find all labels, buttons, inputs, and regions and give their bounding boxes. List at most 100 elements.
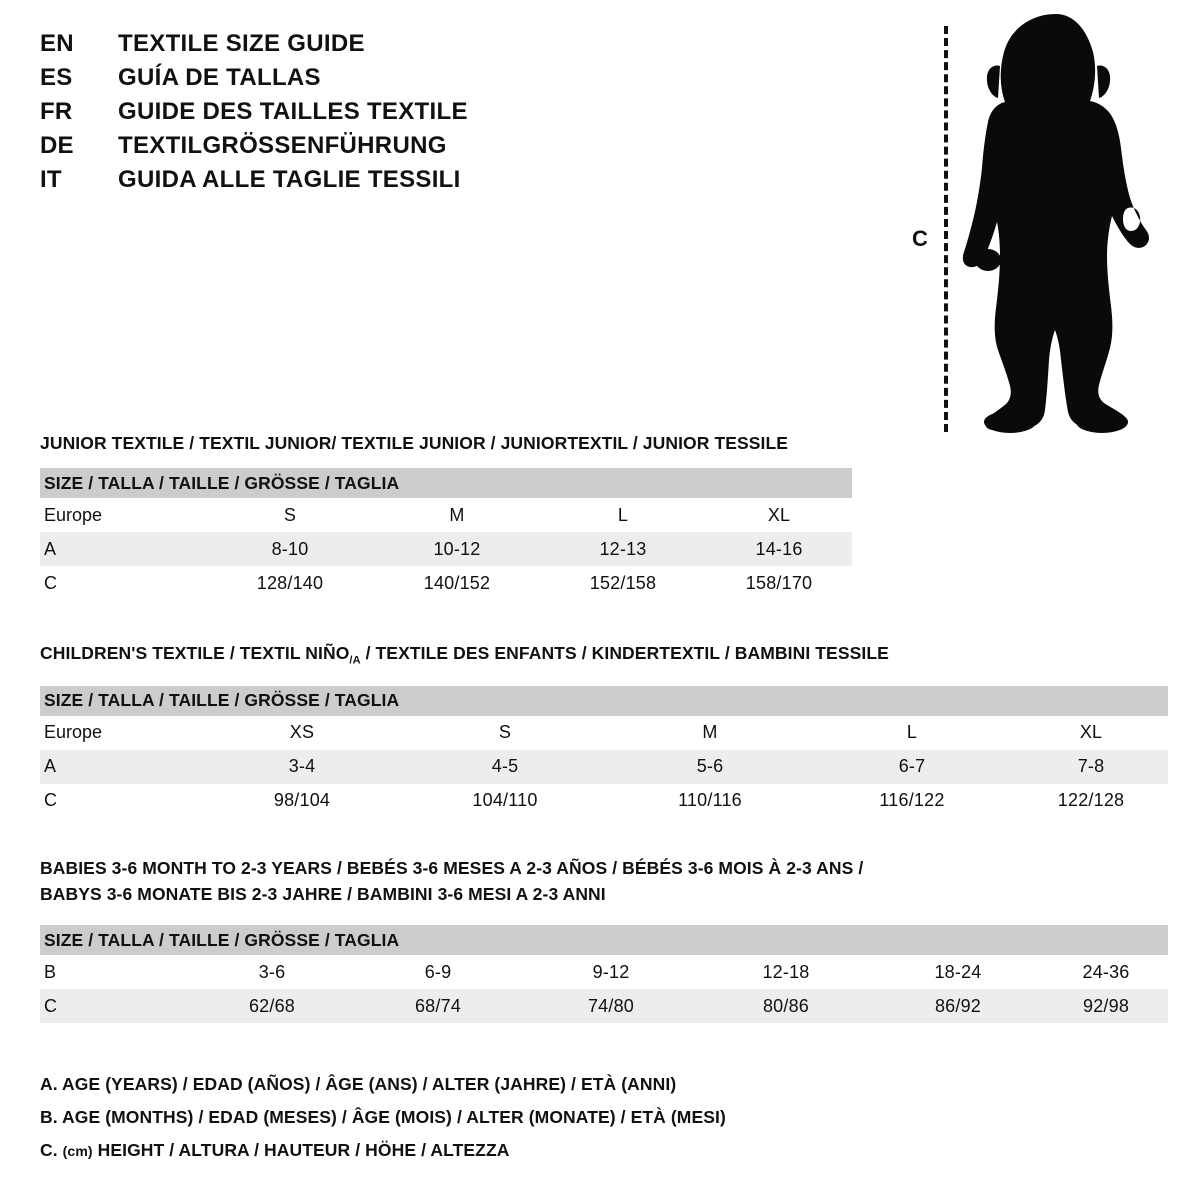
- language-code-it: IT: [40, 166, 62, 193]
- legend-line-c: C. (cm) HEIGHT / ALTURA / HAUTEUR / HÖHE…: [40, 1134, 726, 1168]
- babies-height-3: 74/80: [587, 995, 635, 1016]
- junior-band-label: SIZE / TALLA / TAILLE / GRÖSSE / TAGLIA: [40, 468, 853, 498]
- babies-months-1: 3-6: [258, 961, 286, 982]
- children-age-xl: 7-8: [1077, 756, 1105, 776]
- children-size-m: M: [702, 722, 718, 742]
- babies-row-label-c: C: [44, 995, 57, 1016]
- section-title-junior: JUNIOR TEXTILE / TEXTIL JUNIOR/ TEXTILE …: [40, 433, 789, 453]
- language-code-de: DE: [40, 132, 74, 159]
- children-age-m: 5-6: [696, 756, 724, 776]
- children-age-l: 6-7: [898, 756, 926, 776]
- babies-months-3: 9-12: [592, 961, 630, 982]
- junior-height-s: 128/140: [256, 572, 324, 593]
- section-babies-textile: BABIES 3-6 MONTH TO 2-3 YEARS / BEBÉS 3-…: [40, 855, 1169, 1023]
- measurement-label-c: C: [912, 226, 928, 251]
- height-measurement-figure: C: [900, 8, 1160, 438]
- table-row: A 3-4 4-5 5-6 6-7 7-8: [40, 749, 1169, 784]
- children-row-label-a: A: [44, 756, 57, 776]
- language-row-es: ES GUÍA DE TALLAS: [40, 64, 600, 98]
- language-title-en: TEXTILE SIZE GUIDE: [118, 30, 365, 57]
- legend-line-c-prefix: C.: [40, 1140, 58, 1160]
- table-row: Europe XS S M L XL: [40, 715, 1169, 750]
- children-band-label: SIZE / TALLA / TAILLE / GRÖSSE / TAGLIA: [40, 685, 1169, 716]
- babies-band-label: SIZE / TALLA / TAILLE / GRÖSSE / TAGLIA: [40, 925, 1169, 955]
- table-row: C 98/104 104/110 110/116 116/122 122/128: [40, 783, 1169, 818]
- children-size-xs: XS: [289, 722, 315, 742]
- children-height-s: 104/110: [472, 790, 538, 810]
- children-age-xs: 3-4: [288, 756, 316, 776]
- children-size-table: SIZE / TALLA / TAILLE / GRÖSSE / TAGLIA …: [40, 685, 1169, 818]
- junior-size-table: SIZE / TALLA / TAILLE / GRÖSSE / TAGLIA …: [40, 468, 853, 600]
- language-row-de: DE TEXTILGRÖSSENFÜHRUNG: [40, 132, 600, 166]
- junior-height-m: 140/152: [423, 572, 491, 593]
- language-code-fr: FR: [40, 98, 73, 125]
- legend-line-b: B. AGE (MONTHS) / EDAD (MESES) / ÂGE (MO…: [40, 1107, 726, 1127]
- section-title-children-after: / TEXTILE DES ENFANTS / KINDERTEXTIL / B…: [360, 643, 889, 663]
- height-dashed-line: [944, 26, 948, 432]
- section-title-babies-line1: BABIES 3-6 MONTH TO 2-3 YEARS / BEBÉS 3-…: [40, 858, 864, 878]
- language-title-es: GUÍA DE TALLAS: [118, 64, 321, 91]
- legend-line-c-rest: HEIGHT / ALTURA / HAUTEUR / HÖHE / ALTEZ…: [97, 1140, 510, 1160]
- babies-height-4: 80/86: [762, 995, 810, 1016]
- babies-table-band-row: SIZE / TALLA / TAILLE / GRÖSSE / TAGLIA: [40, 925, 1169, 955]
- children-height-m: 110/116: [678, 790, 742, 810]
- section-title-babies-line2: BABYS 3-6 MONATE BIS 2-3 JAHRE / BAMBINI…: [40, 884, 606, 904]
- legend-line-a: A. AGE (YEARS) / EDAD (AÑOS) / ÂGE (ANS)…: [40, 1074, 677, 1094]
- language-code-en: EN: [40, 30, 74, 57]
- junior-age-xl: 14-16: [755, 538, 803, 559]
- babies-months-4: 12-18: [762, 961, 810, 982]
- section-title-children-sub: /A: [349, 654, 361, 667]
- junior-row-label-europe: Europe: [44, 504, 103, 525]
- junior-size-xl: XL: [767, 504, 791, 525]
- language-row-fr: FR GUIDE DES TAILLES TEXTILE: [40, 98, 600, 132]
- junior-size-m: M: [449, 504, 465, 525]
- section-title-children-before: CHILDREN'S TEXTILE / TEXTIL NIÑO: [40, 643, 350, 663]
- babies-months-6: 24-36: [1082, 961, 1130, 982]
- babies-height-1: 62/68: [248, 995, 296, 1016]
- junior-size-l: L: [617, 504, 629, 525]
- section-childrens-textile: CHILDREN'S TEXTILE / TEXTIL NIÑO/A / TEX…: [40, 640, 1169, 818]
- junior-table-band-row: SIZE / TALLA / TAILLE / GRÖSSE / TAGLIA: [40, 468, 853, 498]
- babies-row-label-b: B: [44, 961, 57, 982]
- language-title-fr: GUIDE DES TAILLES TEXTILE: [118, 98, 468, 125]
- language-title-de: TEXTILGRÖSSENFÜHRUNG: [118, 132, 447, 159]
- language-title-it: GUIDA ALLE TAGLIE TESSILI: [118, 166, 461, 193]
- babies-months-5: 18-24: [934, 961, 982, 982]
- language-title-block: EN TEXTILE SIZE GUIDE ES GUÍA DE TALLAS …: [40, 30, 600, 200]
- section-title-children: CHILDREN'S TEXTILE / TEXTIL NIÑO/A / TEX…: [40, 640, 1168, 674]
- table-row: C 62/68 68/74 74/80 80/86 86/92 92/98: [40, 989, 1169, 1023]
- children-size-l: L: [906, 722, 918, 742]
- children-height-l: 116/122: [879, 790, 945, 810]
- junior-age-s: 8-10: [271, 538, 309, 559]
- babies-height-6: 92/98: [1082, 995, 1130, 1016]
- babies-months-2: 6-9: [424, 961, 452, 982]
- children-size-xl: XL: [1079, 722, 1103, 742]
- junior-row-label-c: C: [44, 572, 57, 593]
- junior-row-label-a: A: [44, 538, 57, 559]
- children-table-band-row: SIZE / TALLA / TAILLE / GRÖSSE / TAGLIA: [40, 685, 1169, 716]
- table-row: A 8-10 10-12 12-13 14-16: [40, 532, 853, 566]
- section-junior-textile: JUNIOR TEXTILE / TEXTIL JUNIOR/ TEXTILE …: [40, 430, 853, 600]
- babies-height-5: 86/92: [934, 995, 982, 1016]
- junior-height-l: 152/158: [589, 572, 657, 593]
- table-row: B 3-6 6-9 9-12 12-18 18-24 24-36: [40, 955, 1169, 989]
- legend-line-c-unit: (cm): [62, 1143, 93, 1159]
- children-height-xl: 122/128: [1057, 790, 1125, 810]
- children-height-xs: 98/104: [273, 790, 331, 810]
- junior-height-xl: 158/170: [745, 572, 813, 593]
- language-row-it: IT GUIDA ALLE TAGLIE TESSILI: [40, 166, 600, 200]
- children-size-s: S: [498, 722, 512, 742]
- babies-size-table: SIZE / TALLA / TAILLE / GRÖSSE / TAGLIA …: [40, 925, 1169, 1023]
- junior-size-s: S: [283, 504, 297, 525]
- language-row-en: EN TEXTILE SIZE GUIDE: [40, 30, 600, 64]
- junior-age-l: 12-13: [599, 538, 647, 559]
- language-code-es: ES: [40, 64, 73, 91]
- child-silhouette: [962, 14, 1149, 433]
- children-age-s: 4-5: [491, 756, 519, 776]
- children-row-label-c: C: [44, 790, 57, 810]
- table-row: Europe S M L XL: [40, 498, 853, 532]
- children-row-label-europe: Europe: [44, 722, 103, 742]
- junior-age-m: 10-12: [433, 538, 481, 559]
- babies-height-2: 68/74: [414, 995, 462, 1016]
- legend-block: A. AGE (YEARS) / EDAD (AÑOS) / ÂGE (ANS)…: [40, 1068, 726, 1168]
